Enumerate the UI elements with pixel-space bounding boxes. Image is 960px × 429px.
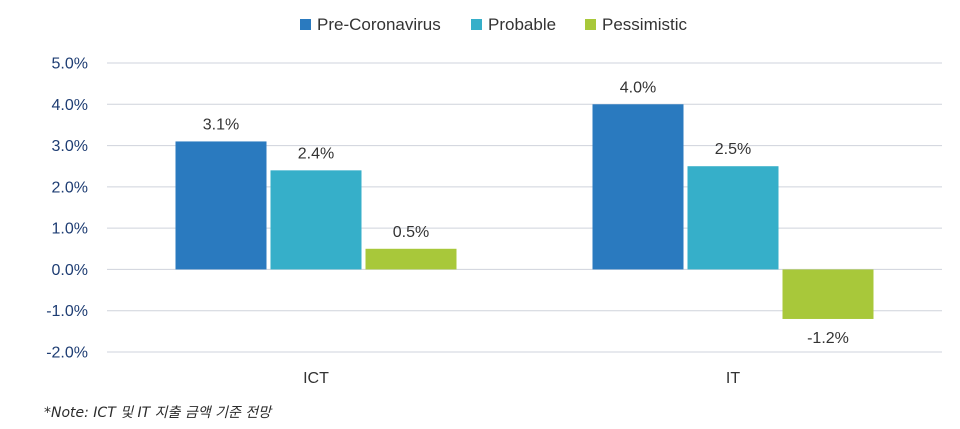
legend-item: Probable — [471, 15, 556, 34]
bar-pessimistic-ict — [365, 248, 457, 270]
data-labels: 3.1% 2.4% 0.5% 4.0% 2.5% -1.2% — [203, 79, 849, 347]
bar-probable-ict — [270, 170, 362, 270]
bar-pessimistic-it — [782, 269, 874, 319]
data-label: 3.1% — [203, 116, 239, 133]
y-tick-label: 0.0% — [52, 262, 88, 279]
y-tick-label: 1.0% — [52, 221, 88, 238]
y-tick-label: 5.0% — [52, 56, 88, 73]
y-axis-ticks: 5.0% 4.0% 3.0% 2.0% 1.0% 0.0% -1.0% -2.0% — [46, 56, 88, 362]
category-label: ICT — [303, 370, 329, 387]
legend-swatch — [471, 19, 482, 30]
legend-label: Probable — [488, 15, 556, 34]
data-label: 2.4% — [298, 145, 334, 162]
chart-note: *Note: ICT 및 IT 지출 금액 기준 전망 — [44, 405, 272, 421]
legend-label: Pre-Coronavirus — [317, 15, 441, 34]
legend: Pre-Coronavirus Probable Pessimistic — [300, 15, 688, 34]
y-tick-label: 4.0% — [52, 97, 88, 114]
data-label: 2.5% — [715, 141, 751, 158]
bar-probable-it — [687, 166, 779, 270]
legend-swatch — [585, 19, 596, 30]
y-tick-label: -2.0% — [46, 345, 88, 362]
legend-item: Pre-Coronavirus — [300, 15, 441, 34]
bar-pre-coronavirus-it — [592, 104, 684, 270]
y-tick-label: 2.0% — [52, 179, 88, 196]
data-label: 0.5% — [393, 224, 429, 241]
legend-label: Pessimistic — [602, 15, 688, 34]
legend-item: Pessimistic — [585, 15, 688, 34]
bars — [175, 104, 874, 319]
bar-pre-coronavirus-ict — [175, 141, 267, 270]
data-label: 4.0% — [620, 79, 656, 96]
x-axis-categories: ICT IT — [303, 370, 740, 387]
category-label: IT — [726, 370, 740, 387]
y-tick-label: -1.0% — [46, 303, 88, 320]
data-label: -1.2% — [807, 330, 849, 347]
legend-swatch — [300, 19, 311, 30]
y-tick-label: 3.0% — [52, 138, 88, 155]
